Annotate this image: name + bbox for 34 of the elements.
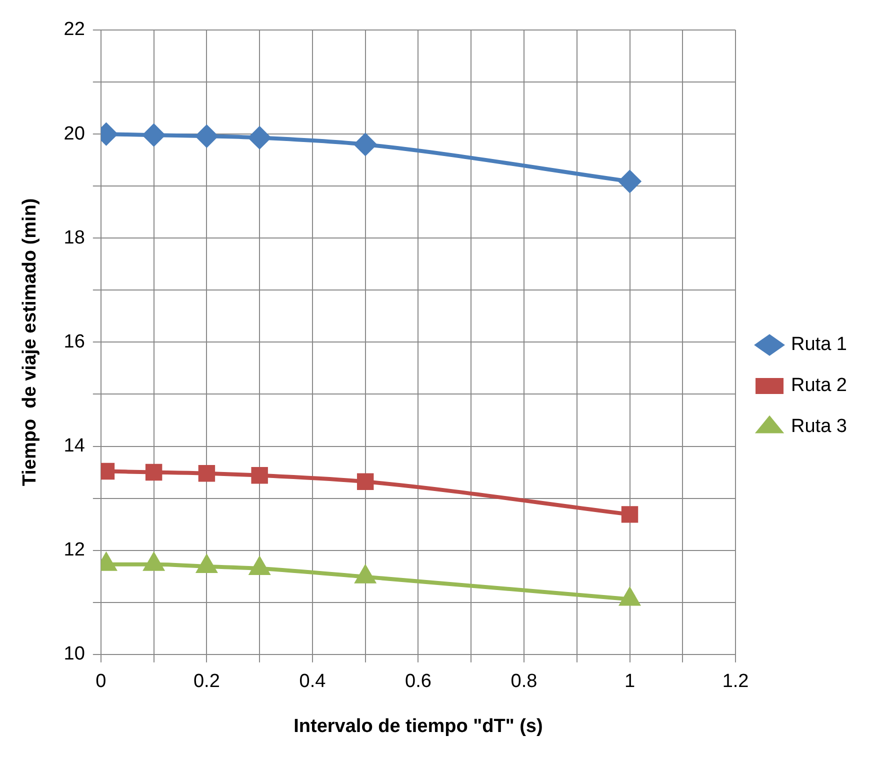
point xyxy=(251,467,268,484)
y-tick-label: 16 xyxy=(64,331,85,352)
y-tick-label: 20 xyxy=(64,123,85,144)
point xyxy=(196,125,218,148)
y-tick-label: 14 xyxy=(64,436,86,456)
point xyxy=(354,133,376,156)
legend-label: Ruta 3 xyxy=(791,416,848,438)
x-tick-label: 0.2 xyxy=(193,671,220,692)
point xyxy=(196,555,216,573)
y-tick-label: 18 xyxy=(64,227,85,248)
point xyxy=(248,126,271,149)
point xyxy=(620,588,640,606)
legend-label: Ruta 1 xyxy=(791,334,848,356)
point xyxy=(621,506,638,523)
x-tick-label: 1.2 xyxy=(722,671,749,692)
point xyxy=(356,566,376,584)
legend-label: Ruta 2 xyxy=(791,375,848,396)
point xyxy=(356,473,374,490)
x-tick-label: 0.8 xyxy=(510,671,538,692)
x-tick-label: 0.4 xyxy=(299,671,326,692)
y-tick-label: 10 xyxy=(64,644,85,665)
point xyxy=(144,553,164,571)
x-tick-label: 1 xyxy=(624,671,636,692)
x-tick-label: 0.6 xyxy=(405,671,432,692)
y-tick-label: 12 xyxy=(64,540,85,561)
point xyxy=(250,558,270,576)
y-tick-label: 22 xyxy=(64,19,85,40)
point xyxy=(618,170,641,192)
point xyxy=(142,124,165,146)
point xyxy=(145,464,162,481)
point xyxy=(198,464,216,482)
x-axis-title: Intervalo de tiempo "dT" (s) xyxy=(294,716,543,737)
x-tick-label: 0 xyxy=(96,671,106,692)
y-axis-title: Tiempo de viaje estimado (min) xyxy=(20,198,41,486)
